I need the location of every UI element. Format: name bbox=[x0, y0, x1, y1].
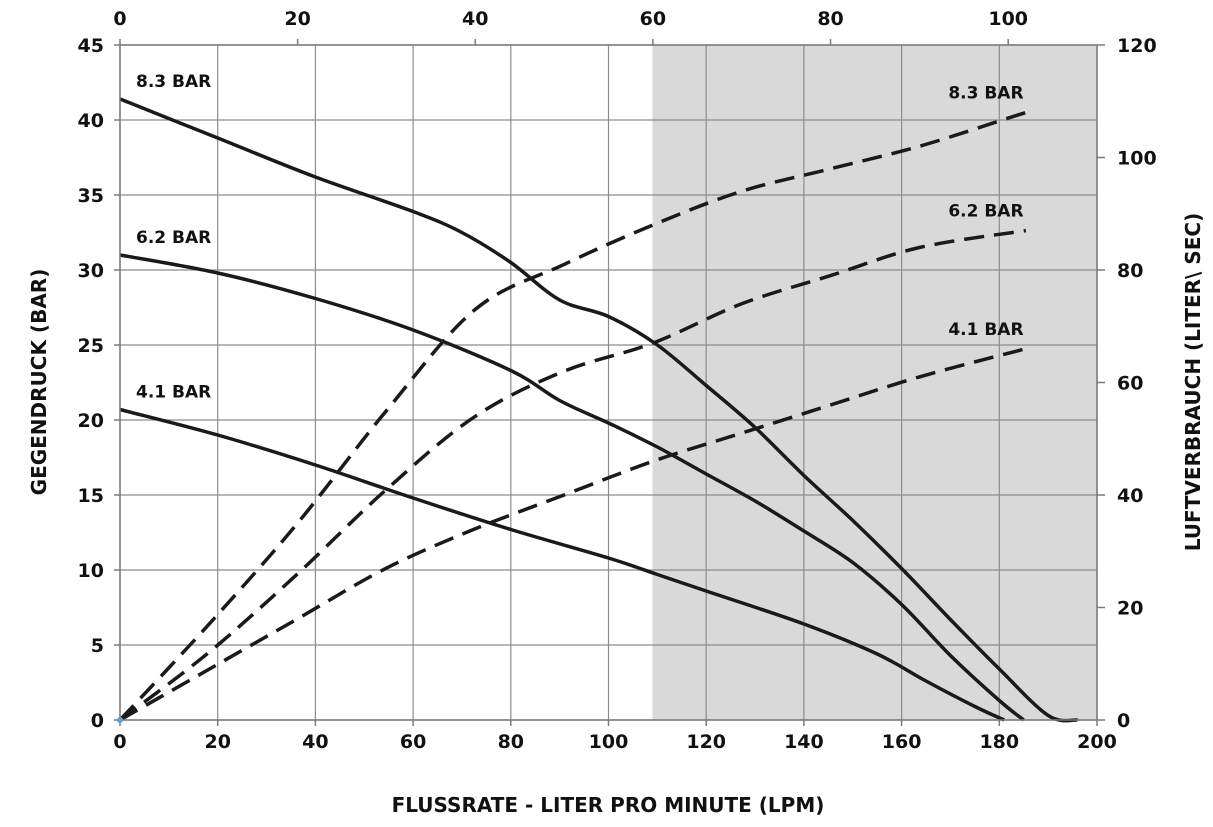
origin-marker bbox=[117, 717, 123, 723]
series-62-pressure-line bbox=[119, 253, 1025, 722]
x2-tick-label: 80 bbox=[817, 8, 843, 30]
x2-tick-label: 20 bbox=[284, 8, 310, 30]
x-tick-label: 160 bbox=[882, 731, 922, 753]
y2-axis-title: LUFTVERBRAUCH (LITER\ SEC) bbox=[1181, 213, 1205, 551]
y-tick-label: 40 bbox=[78, 110, 104, 132]
x-tick-label: 60 bbox=[400, 731, 426, 753]
x2-tick-label: 100 bbox=[988, 8, 1028, 30]
y-tick-label: 10 bbox=[78, 560, 104, 582]
series-62-air-consumption-line bbox=[118, 228, 1027, 722]
x2-tick-label: 0 bbox=[113, 8, 126, 30]
y-tick-label: 0 bbox=[91, 710, 104, 732]
x-tick-label: 200 bbox=[1077, 731, 1117, 753]
y-tick-label: 45 bbox=[78, 35, 104, 57]
y2-tick-label: 0 bbox=[1117, 710, 1130, 732]
y2-tick-label: 120 bbox=[1117, 35, 1157, 57]
series-label: 6.2 BAR bbox=[948, 202, 1023, 222]
y-tick-label: 35 bbox=[78, 185, 104, 207]
y2-tick-label: 40 bbox=[1117, 485, 1143, 507]
x-tick-label: 20 bbox=[204, 731, 230, 753]
x-tick-label: 80 bbox=[498, 731, 524, 753]
y-tick-label: 5 bbox=[91, 635, 104, 657]
series-label: 6.2 BAR bbox=[136, 228, 211, 248]
x-tick-label: 100 bbox=[589, 731, 629, 753]
x-axis-title: FLUSSRATE - LITER PRO MINUTE (LPM) bbox=[392, 793, 825, 817]
y-tick-label: 30 bbox=[78, 260, 104, 282]
y-axis-title: GEGENDRUCK (BAR) bbox=[27, 269, 51, 496]
y-tick-label: 15 bbox=[78, 485, 104, 507]
shaded-region bbox=[652, 45, 1097, 720]
x-tick-label: 120 bbox=[686, 731, 726, 753]
series-83-pressure-line bbox=[119, 97, 1078, 723]
y2-tick-label: 20 bbox=[1117, 598, 1143, 620]
x-tick-label: 0 bbox=[113, 731, 126, 753]
x-tick-label: 140 bbox=[784, 731, 824, 753]
series-83-air-consumption-line bbox=[118, 110, 1027, 722]
y2-tick-label: 60 bbox=[1117, 373, 1143, 395]
series-label: 8.3 BAR bbox=[948, 84, 1023, 104]
x-tick-label: 40 bbox=[302, 731, 328, 753]
series-41-air-consumption-line bbox=[119, 347, 1027, 722]
y-tick-label: 20 bbox=[78, 410, 104, 432]
x2-tick-label: 40 bbox=[462, 8, 488, 30]
series-label: 4.1 BAR bbox=[948, 320, 1023, 340]
x-tick-label: 180 bbox=[979, 731, 1019, 753]
series-label: 4.1 BAR bbox=[136, 383, 211, 403]
y-tick-label: 25 bbox=[78, 335, 104, 357]
series-label: 8.3 BAR bbox=[136, 72, 211, 92]
x2-tick-label: 60 bbox=[640, 8, 666, 30]
series-41-pressure-line bbox=[119, 407, 1005, 722]
y2-tick-label: 80 bbox=[1117, 260, 1143, 282]
y2-tick-label: 100 bbox=[1117, 148, 1157, 170]
